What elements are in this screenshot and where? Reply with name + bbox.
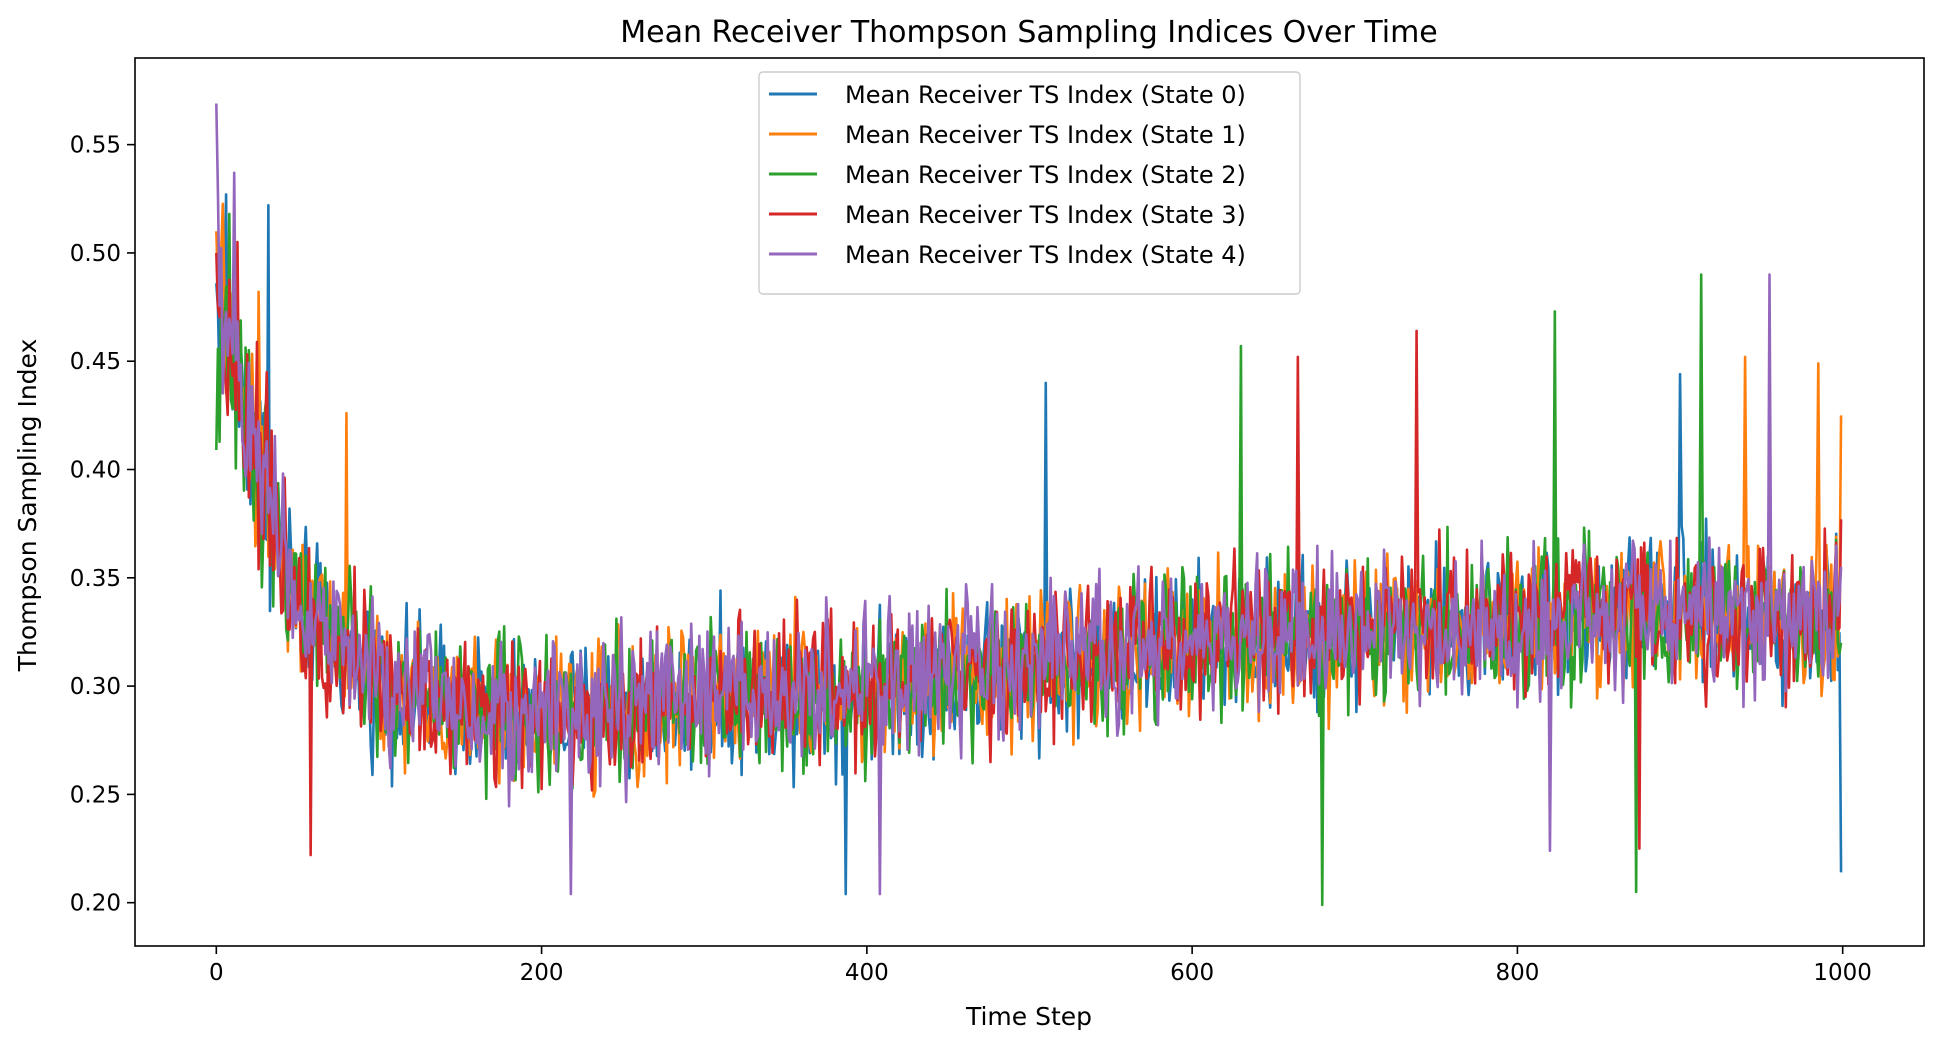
y-tick-label: 0.50 <box>70 241 121 267</box>
y-tick-label: 0.25 <box>70 782 121 808</box>
y-tick-label: 0.30 <box>70 674 121 700</box>
series-layer <box>215 103 1843 907</box>
chart-title: Mean Receiver Thompson Sampling Indices … <box>620 15 1438 50</box>
x-axis-label: Time Step <box>965 1002 1092 1031</box>
axes-layer: 0 200 400 600 800 1000 0.20 0.25 0.30 0.35 0.40 0.4… <box>70 57 1925 986</box>
legend-frame <box>758 71 1301 295</box>
legend-label-state-1: Mean Receiver TS Index (State 1) <box>845 121 1246 149</box>
y-tick-label: 0.35 <box>70 566 121 592</box>
y-tick-label: 0.20 <box>70 891 121 917</box>
y-tick-label: 0.55 <box>70 133 121 159</box>
series-line-state-4 <box>215 103 1843 896</box>
x-tick-label: 600 <box>1170 960 1214 986</box>
x-tick-label: 800 <box>1495 960 1539 986</box>
y-axis-label: Thompson Sampling Index <box>13 339 42 673</box>
y-tick-label: 0.45 <box>70 349 121 375</box>
x-tick-label: 1000 <box>1813 960 1872 986</box>
legend-label-state-2: Mean Receiver TS Index (State 2) <box>845 161 1246 189</box>
x-tick-label: 200 <box>520 960 564 986</box>
x-tick-label: 400 <box>845 960 889 986</box>
y-tick-label: 0.40 <box>70 458 121 484</box>
legend-label-state-4: Mean Receiver TS Index (State 4) <box>845 241 1246 269</box>
legend-label-state-0: Mean Receiver TS Index (State 0) <box>845 81 1246 109</box>
legend-label-state-3: Mean Receiver TS Index (State 3) <box>845 201 1246 229</box>
series-line-state-3 <box>215 240 1843 857</box>
series-line-state-0 <box>215 193 1843 896</box>
legend: Mean Receiver TS Index (State 0) Mean Rec… <box>758 71 1301 295</box>
x-tick-label: 0 <box>209 960 224 986</box>
plot-frame <box>134 57 1925 947</box>
